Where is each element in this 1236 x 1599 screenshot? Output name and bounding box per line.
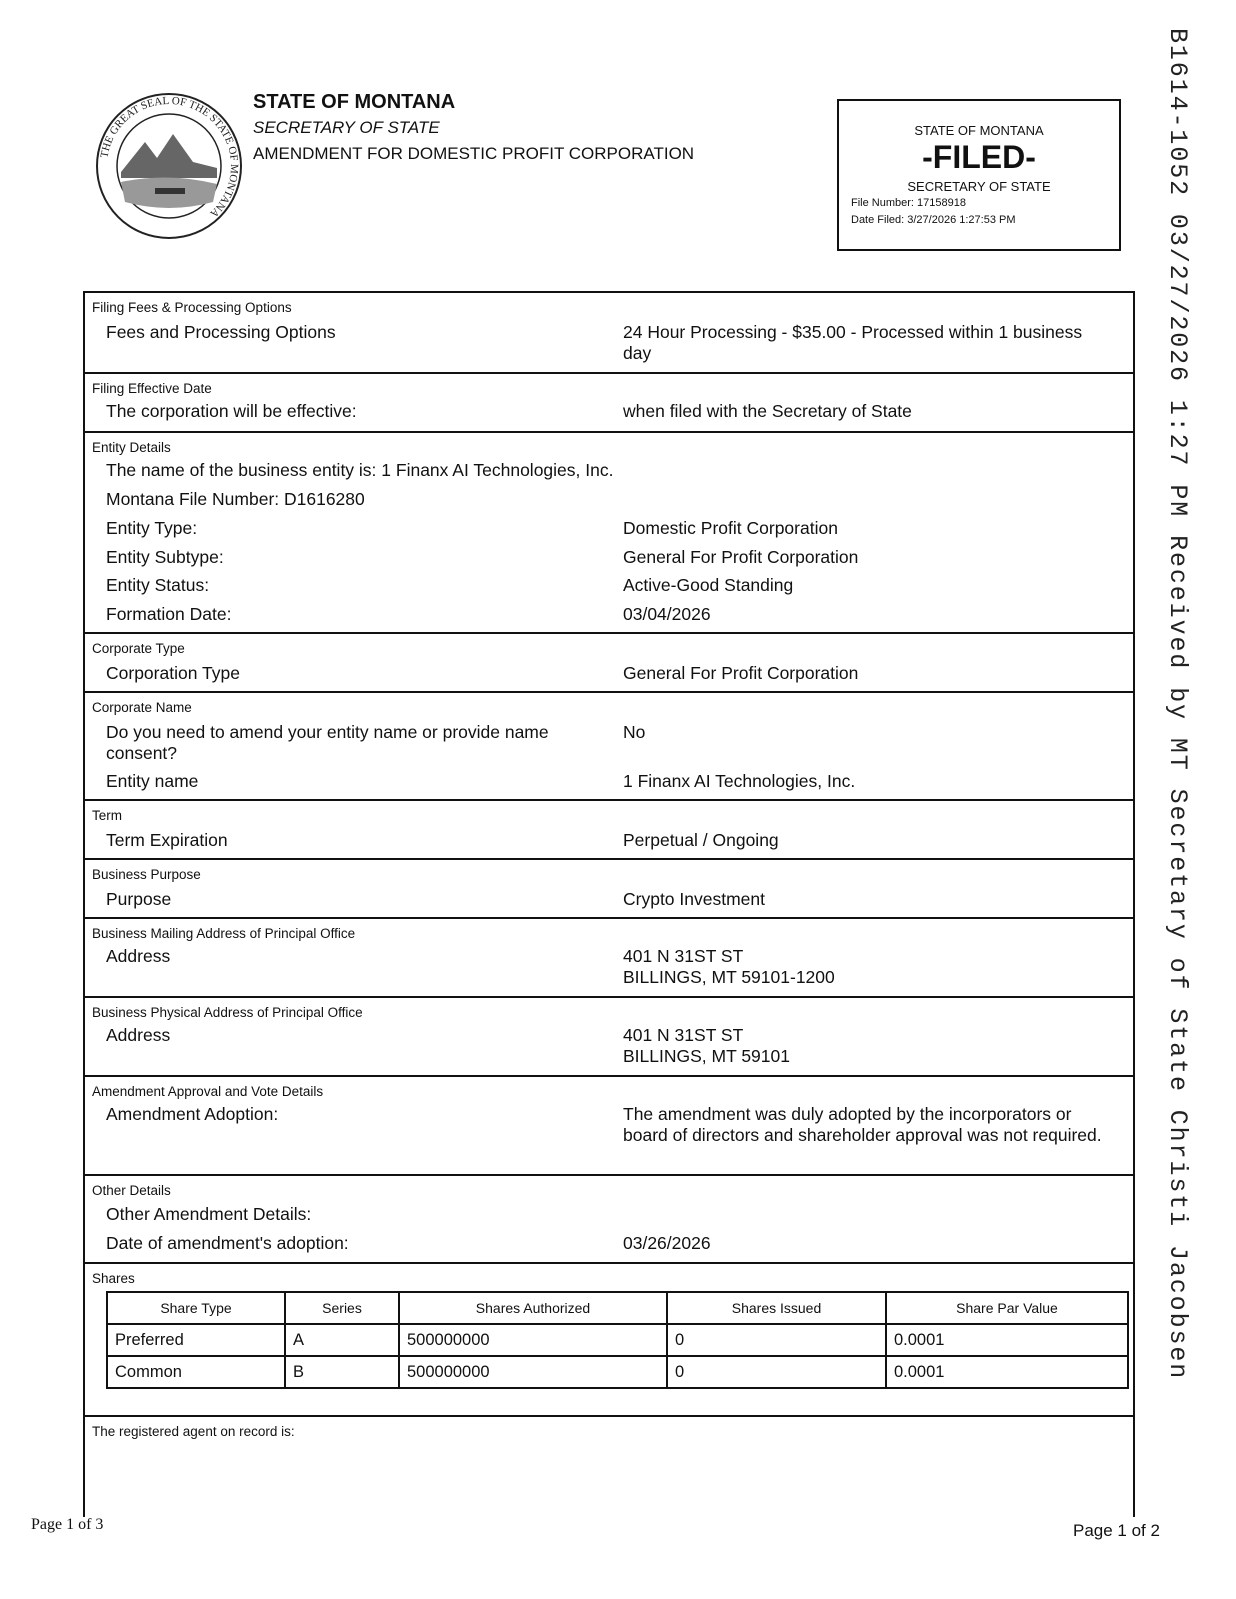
table-cell: 500000000 — [398, 1355, 668, 1389]
section-label: The registered agent on record is: — [92, 1424, 295, 1439]
table-cell: B — [284, 1355, 400, 1389]
field-label: Amendment Adoption: — [106, 1104, 279, 1124]
column-header: Share Type — [106, 1291, 286, 1325]
field-value: 24 Hour Processing - $35.00 - Processed … — [623, 322, 1083, 363]
field-label: Entity Type: — [106, 518, 198, 538]
office-subtitle: SECRETARY OF STATE — [253, 118, 440, 137]
table-cell: Common — [106, 1355, 286, 1389]
table-cell: 0.0001 — [885, 1355, 1129, 1389]
section-registered-agent: The registered agent on record is: — [85, 1415, 1133, 1517]
field-value: 1 Finanx AI Technologies, Inc. — [623, 771, 856, 791]
table-header-row: Share Type Series Shares Authorized Shar… — [106, 1291, 1129, 1325]
field-value: The amendment was duly adopted by the in… — [623, 1104, 1102, 1145]
column-header: Series — [284, 1291, 400, 1325]
stamp-file-number: File Number: 17158918 — [851, 197, 966, 209]
field-value: Active-Good Standing — [623, 575, 794, 595]
field-label: The corporation will be effective: — [106, 401, 357, 421]
field-label: Address — [106, 946, 171, 966]
field-value: No — [623, 722, 646, 742]
table-row: Common B 500000000 0 0.0001 — [106, 1355, 1129, 1389]
stamp-date-filed: Date Filed: 3/27/2026 1:27:53 PM — [851, 214, 1016, 226]
section-shares: Shares Share Type Series Shares Authoriz… — [85, 1262, 1133, 1415]
field-value: General For Profit Corporation — [623, 663, 859, 683]
section-label: Business Mailing Address of Principal Of… — [92, 926, 356, 941]
field-value: 03/04/2026 — [623, 604, 711, 624]
section-corporate-type: Corporate Type Corporation Type General … — [85, 632, 1133, 691]
column-header: Shares Authorized — [398, 1291, 668, 1325]
field-value: 03/26/2026 — [623, 1233, 711, 1253]
section-corporate-name: Corporate Name Do you need to amend your… — [85, 691, 1133, 799]
column-header: Shares Issued — [666, 1291, 887, 1325]
address-line-2: BILLINGS, MT 59101-1200 — [623, 967, 835, 987]
section-label: Business Purpose — [92, 867, 201, 882]
field-label: Entity Subtype: — [106, 547, 224, 567]
table-cell: A — [284, 1323, 400, 1357]
section-physical-address: Business Physical Address of Principal O… — [85, 996, 1133, 1075]
document-title: AMENDMENT FOR DOMESTIC PROFIT CORPORATIO… — [253, 144, 695, 163]
stamp-office: SECRETARY OF STATE — [907, 179, 1051, 194]
field-value: when filed with the Secretary of State — [623, 401, 912, 421]
field-value: Domestic Profit Corporation — [623, 518, 838, 538]
table-row: Preferred A 500000000 0 0.0001 — [106, 1323, 1129, 1357]
section-label: Corporate Name — [92, 700, 192, 715]
section-business-purpose: Business Purpose Purpose Crypto Investme… — [85, 858, 1133, 917]
field-label: Address — [106, 1025, 171, 1045]
section-label: Shares — [92, 1271, 135, 1286]
table-cell: 500000000 — [398, 1323, 668, 1357]
field-label: Date of amendment's adoption: — [106, 1233, 349, 1253]
field-label: Purpose — [106, 889, 172, 909]
field-label: Entity Status: — [106, 575, 210, 595]
section-label: Business Physical Address of Principal O… — [92, 1005, 363, 1020]
section-label: Filing Effective Date — [92, 381, 212, 396]
section-effective-date: Filing Effective Date The corporation wi… — [85, 372, 1133, 431]
section-label: Other Details — [92, 1183, 171, 1198]
shares-table: Share Type Series Shares Authorized Shar… — [106, 1291, 1129, 1389]
field-label: Corporation Type — [106, 663, 240, 683]
section-other-details: Other Details Other Amendment Details: D… — [85, 1174, 1133, 1262]
field-value: Perpetual / Ongoing — [623, 830, 779, 850]
field-label: Entity name — [106, 771, 199, 791]
section-label: Amendment Approval and Vote Details — [92, 1084, 324, 1099]
field-label: Fees and Processing Options — [106, 322, 336, 342]
address-line-2: BILLINGS, MT 59101 — [623, 1046, 790, 1066]
stamp-state: STATE OF MONTANA — [914, 123, 1044, 138]
field-label: Term Expiration — [106, 830, 228, 850]
state-seal-logo: THE GREAT SEAL OF THE STATE OF MONTANA — [96, 93, 242, 239]
table-cell: 0.0001 — [885, 1323, 1129, 1357]
page-number-left: Page 1 of 3 — [31, 1516, 104, 1533]
field-label: Do you need to amend your entity name or… — [106, 722, 549, 763]
section-label: Corporate Type — [92, 641, 185, 656]
field-label: Other Amendment Details: — [106, 1204, 312, 1224]
state-title: STATE OF MONTANA — [253, 91, 456, 113]
file-number-line: Montana File Number: D1616280 — [106, 489, 365, 509]
field-label: Formation Date: — [106, 604, 232, 624]
section-fees: Filing Fees & Processing Options Fees an… — [85, 291, 1133, 372]
field-value: General For Profit Corporation — [623, 547, 859, 567]
received-stamp-vertical: B1614-1052 03/27/2026 1:27 PM Received b… — [1163, 28, 1192, 1381]
section-entity-details: Entity Details The name of the business … — [85, 431, 1133, 632]
amendment-form: Filing Fees & Processing Options Fees an… — [83, 291, 1135, 1517]
section-label: Term — [92, 808, 122, 823]
stamp-status: -FILED- — [922, 139, 1036, 175]
filed-stamp: STATE OF MONTANA -FILED- SECRETARY OF ST… — [837, 99, 1121, 251]
entity-name-line: The name of the business entity is: 1 Fi… — [106, 460, 614, 480]
section-label: Filing Fees & Processing Options — [92, 300, 292, 315]
table-cell: Preferred — [106, 1323, 286, 1357]
page-number-right: Page 1 of 2 — [1073, 1521, 1160, 1540]
column-header: Share Par Value — [885, 1291, 1129, 1325]
address-line-1: 401 N 31ST ST — [623, 1025, 744, 1045]
field-value: Crypto Investment — [623, 889, 765, 909]
section-mailing-address: Business Mailing Address of Principal Of… — [85, 917, 1133, 996]
section-term: Term Term Expiration Perpetual / Ongoing — [85, 799, 1133, 858]
section-amendment-approval: Amendment Approval and Vote Details Amen… — [85, 1075, 1133, 1174]
section-label: Entity Details — [92, 440, 171, 455]
address-line-1: 401 N 31ST ST — [623, 946, 744, 966]
table-cell: 0 — [666, 1323, 887, 1357]
table-cell: 0 — [666, 1355, 887, 1389]
